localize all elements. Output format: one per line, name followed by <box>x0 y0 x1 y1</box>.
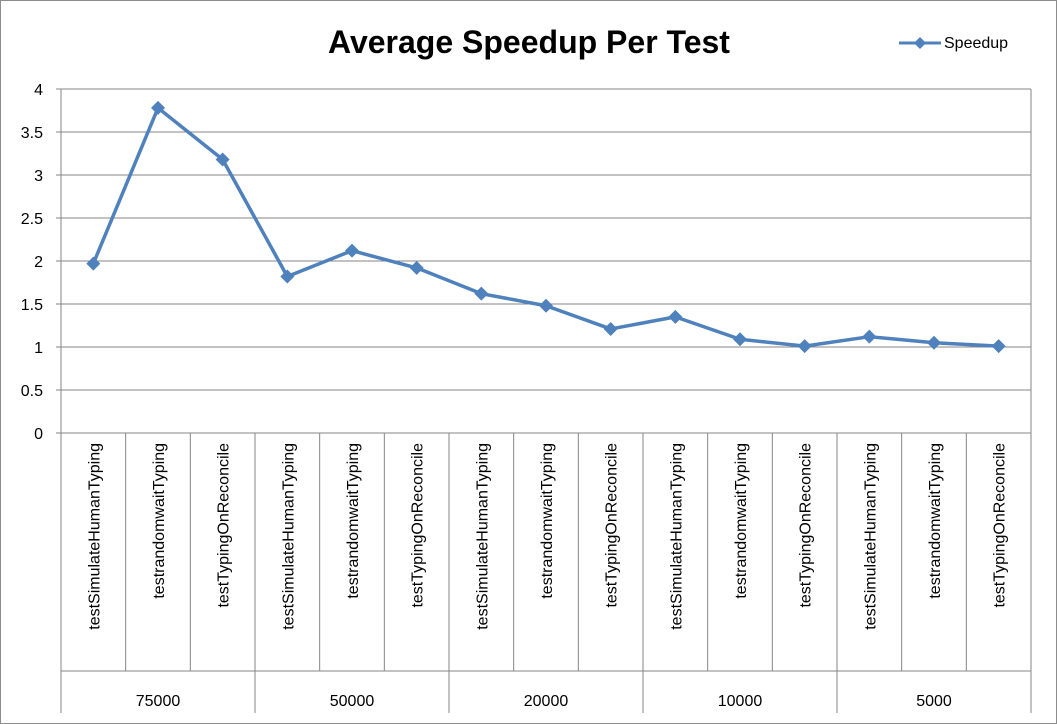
y-axis-ticks: 0 0.5 1 1.5 2 2.5 3 3.5 4 <box>21 82 43 443</box>
x-axis-categories: testSimulateHumanTyping testrandomwaitTyp… <box>86 443 1008 630</box>
y-tick-label: 3 <box>34 168 43 185</box>
x-category-label: testrandomwaitTyping <box>345 443 362 599</box>
x-category-label: testSimulateHumanTyping <box>474 443 491 630</box>
legend-marker-swatch <box>914 37 926 49</box>
data-point <box>215 152 230 167</box>
y-tick-label: 1 <box>34 340 43 357</box>
data-point <box>797 339 812 354</box>
x-category-label: testTypingOnReconcile <box>410 443 427 608</box>
x-category-label: testTypingOnReconcile <box>798 443 815 608</box>
x-group-label: 20000 <box>524 693 569 710</box>
x-category-label: testrandomwaitTyping <box>733 443 750 599</box>
y-tick-label: 2.5 <box>21 211 43 228</box>
chart-title: Average Speedup Per Test <box>328 24 730 60</box>
data-point <box>280 269 295 284</box>
y-tick-label: 0 <box>34 426 43 443</box>
data-point <box>345 243 359 258</box>
axes <box>56 88 1032 713</box>
y-tick-label: 3.5 <box>21 125 43 142</box>
data-point <box>927 335 941 350</box>
data-point <box>474 286 489 301</box>
x-category-label: testSimulateHumanTyping <box>668 443 685 630</box>
x-category-label: testrandomwaitTyping <box>539 443 556 599</box>
x-category-label: testTypingOnReconcile <box>992 443 1009 608</box>
data-point <box>539 298 553 313</box>
y-tick-label: 4 <box>34 82 43 99</box>
x-category-label: testTypingOnReconcile <box>216 443 233 608</box>
data-point <box>86 256 101 271</box>
series-layer <box>86 100 1006 354</box>
x-category-label: testSimulateHumanTyping <box>862 443 879 630</box>
x-category-label: testrandomwaitTyping <box>927 443 944 599</box>
legend-label: Speedup <box>944 35 1008 52</box>
y-tick-label: 2 <box>34 254 43 271</box>
x-category-label: testSimulateHumanTyping <box>280 443 297 630</box>
data-point <box>733 332 747 347</box>
data-point <box>151 100 165 115</box>
y-tick-label: 0.5 <box>21 383 43 400</box>
y-tick-label: 1.5 <box>21 297 43 314</box>
x-category-label: testSimulateHumanTyping <box>86 443 103 630</box>
x-axis-groups: 75000 50000 20000 10000 5000 <box>136 693 952 710</box>
data-point <box>603 321 618 336</box>
x-category-label: testrandomwaitTyping <box>151 443 168 599</box>
data-point <box>409 260 424 275</box>
gridlines <box>61 88 1031 391</box>
data-point <box>668 309 683 324</box>
x-group-label: 50000 <box>330 693 375 710</box>
x-group-label: 75000 <box>136 693 181 710</box>
x-category-label: testTypingOnReconcile <box>604 443 621 608</box>
x-group-label: 5000 <box>916 693 952 710</box>
x-group-label: 10000 <box>718 693 763 710</box>
data-point <box>862 329 877 344</box>
data-point <box>991 339 1006 354</box>
legend: Speedup <box>899 35 1008 52</box>
